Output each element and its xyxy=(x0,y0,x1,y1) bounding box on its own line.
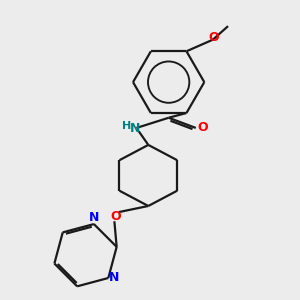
Text: O: O xyxy=(208,31,219,44)
Text: O: O xyxy=(111,210,122,223)
Text: N: N xyxy=(109,272,120,284)
Text: N: N xyxy=(89,212,99,224)
Text: N: N xyxy=(130,122,140,136)
Text: O: O xyxy=(197,122,208,134)
Text: H: H xyxy=(122,121,132,130)
